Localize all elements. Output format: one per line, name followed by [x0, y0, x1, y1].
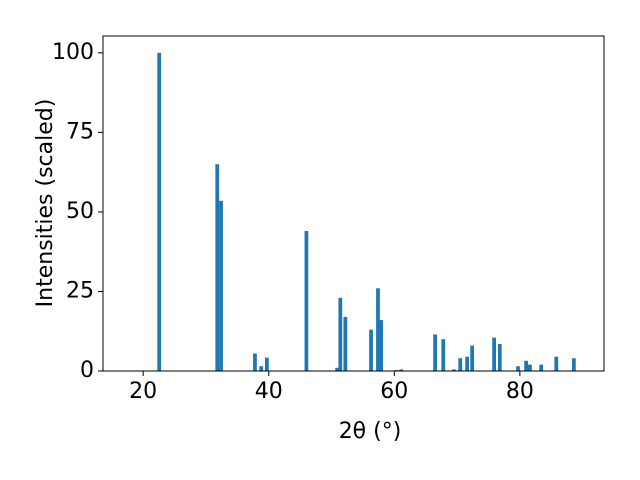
bar: [264, 357, 269, 371]
bar: [335, 367, 340, 371]
bar: [433, 334, 437, 371]
bar: [452, 369, 456, 371]
bar: [369, 329, 373, 371]
bar: [539, 364, 544, 371]
bar: [554, 356, 559, 371]
bar: [215, 164, 220, 371]
y-tick-label: 50: [66, 199, 94, 224]
bar: [253, 353, 257, 371]
bar: [338, 297, 343, 371]
bar: [524, 360, 529, 371]
x-tick-label: 80: [506, 379, 534, 404]
y-tick-label: 0: [80, 358, 94, 383]
bar: [343, 316, 348, 371]
bar: [528, 364, 532, 371]
bar: [492, 337, 497, 371]
bar: [497, 343, 502, 371]
bar: [465, 356, 470, 371]
bar: [441, 339, 446, 371]
bar: [571, 358, 576, 371]
y-tick-label: 25: [66, 278, 94, 303]
bar: [376, 288, 380, 371]
x-tick-label: 40: [255, 379, 283, 404]
x-tick-label: 60: [380, 379, 408, 404]
y-tick-label: 100: [52, 40, 94, 65]
bar: [379, 320, 384, 371]
bar: [458, 358, 463, 371]
y-axis-label: Intensities (scaled): [33, 99, 58, 308]
bar: [259, 366, 264, 371]
plot-frame: [102, 35, 605, 372]
y-tick-label: 75: [66, 119, 94, 144]
bar: [399, 369, 404, 371]
x-axis-label: 2θ (°): [339, 419, 402, 444]
bar: [304, 231, 309, 371]
bar: [516, 366, 520, 371]
x-tick-label: 20: [129, 379, 157, 404]
bar: [157, 52, 162, 371]
bar: [470, 345, 475, 371]
bar: [219, 200, 223, 371]
